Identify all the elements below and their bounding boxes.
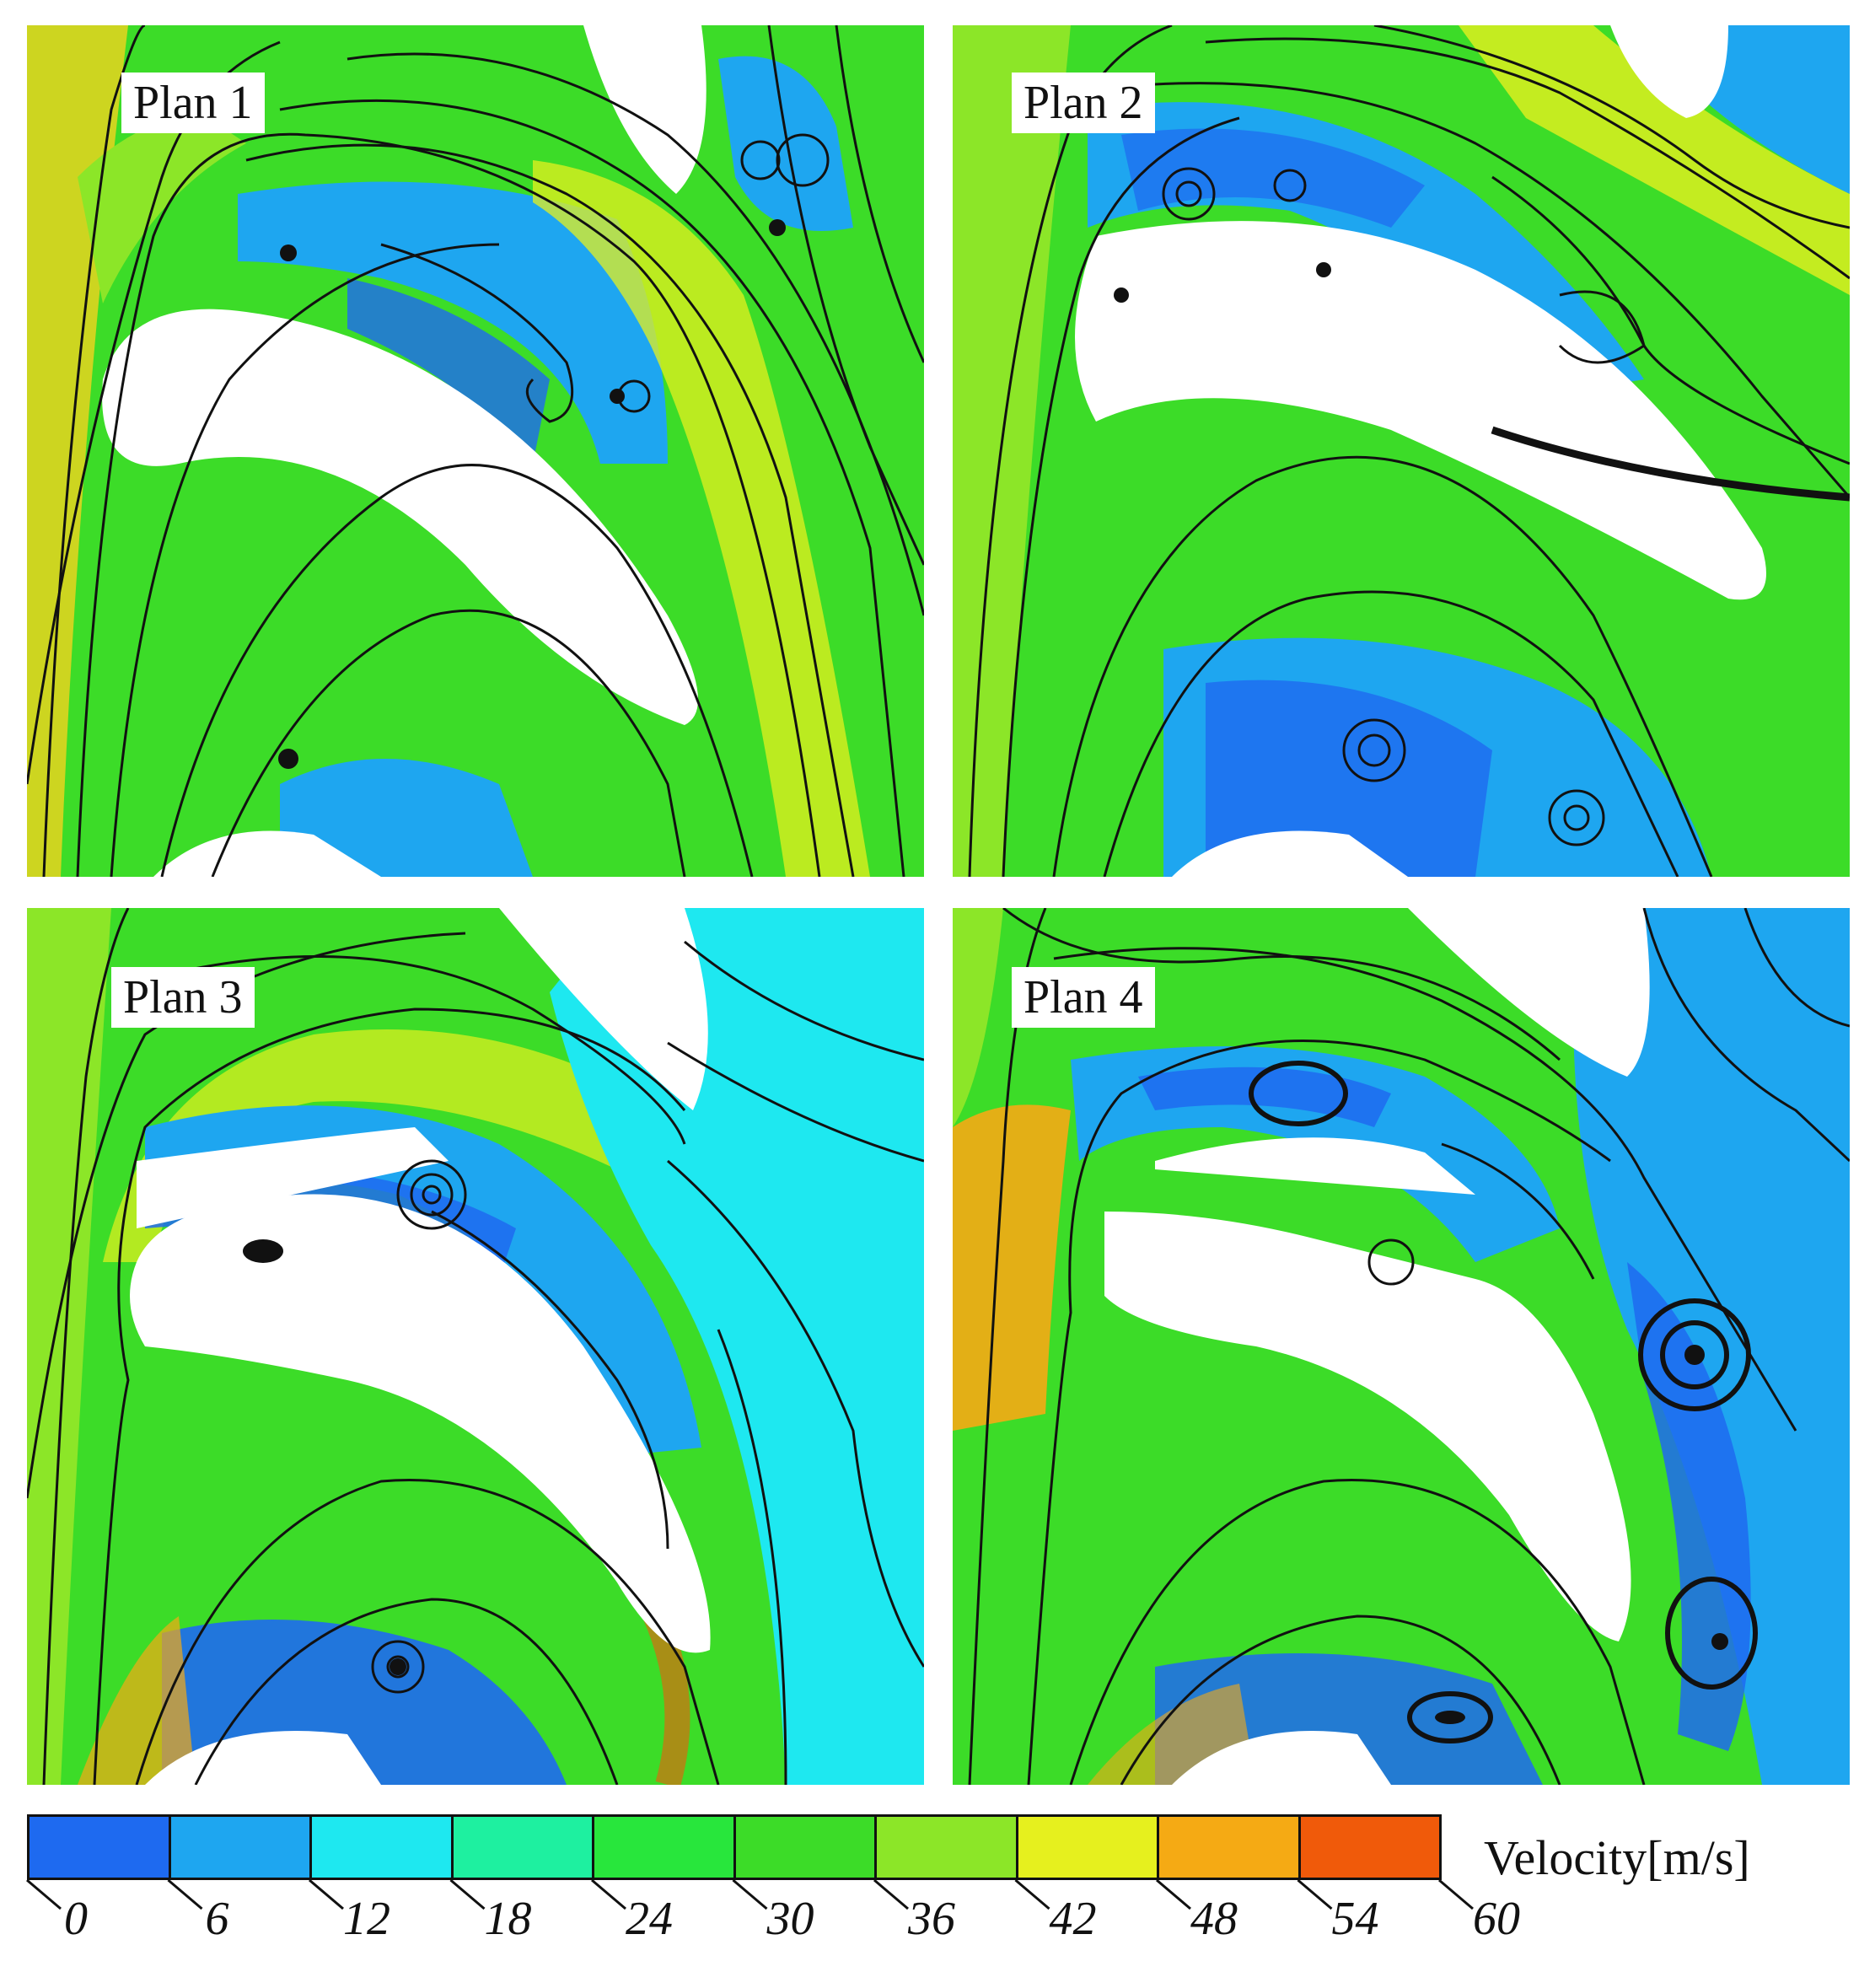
plan-3-flow-field bbox=[27, 908, 924, 1785]
colorbar-tick-label: 54 bbox=[1331, 1893, 1379, 1945]
plan-2-panel: Plan 2 bbox=[953, 25, 1850, 877]
colorbar-swatch bbox=[168, 1814, 312, 1880]
colorbar-tick-label: 60 bbox=[1473, 1893, 1520, 1945]
colorbar-tick-label: 12 bbox=[343, 1893, 390, 1945]
plan-4-panel: Plan 4 bbox=[953, 908, 1850, 1785]
plan-label: Plan 2 bbox=[1012, 73, 1155, 134]
colorbar-swatch bbox=[874, 1814, 1018, 1880]
colorbar-tick-label: 0 bbox=[64, 1893, 88, 1945]
colorbar-swatch bbox=[592, 1814, 736, 1880]
colorbar-tick-line bbox=[1438, 1878, 1474, 1910]
colorbar-tick-label: 48 bbox=[1190, 1893, 1238, 1945]
plan-3-panel: Plan 3 bbox=[27, 908, 924, 1785]
colorbar-tick-line bbox=[873, 1878, 909, 1910]
colorbar-tick-line bbox=[591, 1878, 626, 1910]
colorbar-tick-line bbox=[1156, 1878, 1191, 1910]
plan-1-flow-field bbox=[27, 25, 924, 877]
plan-label: Plan 4 bbox=[1012, 967, 1155, 1029]
colorbar-tick-line bbox=[449, 1878, 486, 1910]
plan-2-flow-field bbox=[953, 25, 1850, 877]
colorbar-tick-line bbox=[309, 1878, 344, 1910]
colorbar-tick-line bbox=[26, 1878, 62, 1910]
colorbar-tick-label: 6 bbox=[205, 1893, 229, 1945]
colorbar-tick-label: 24 bbox=[626, 1893, 673, 1945]
colorbar-swatch bbox=[1157, 1814, 1301, 1880]
colorbar-tick-line bbox=[1297, 1878, 1333, 1910]
colorbar-tick-line bbox=[1014, 1878, 1050, 1910]
colorbar-tick-label: 30 bbox=[766, 1893, 814, 1945]
colorbar-title: Velocity[m/s] bbox=[1484, 1830, 1750, 1885]
colorbar-tick-line bbox=[732, 1878, 768, 1910]
colorbar-tick-label: 18 bbox=[484, 1893, 532, 1945]
colorbar-swatch bbox=[27, 1814, 171, 1880]
colorbar-tick-line bbox=[167, 1878, 203, 1910]
plan-1-panel: Plan 1 bbox=[27, 25, 924, 877]
colorbar-swatch bbox=[1297, 1814, 1442, 1880]
colorbar-swatch bbox=[309, 1814, 454, 1880]
colorbar-swatch bbox=[733, 1814, 877, 1880]
colorbar-tick-label: 36 bbox=[908, 1893, 955, 1945]
colorbar-swatch bbox=[1015, 1814, 1159, 1880]
plan-4-flow-field bbox=[953, 908, 1850, 1785]
colorbar-swatch bbox=[450, 1814, 594, 1880]
plan-label: Plan 1 bbox=[121, 73, 265, 134]
colorbar-tick-label: 42 bbox=[1049, 1893, 1097, 1945]
plan-label: Plan 3 bbox=[111, 967, 255, 1029]
